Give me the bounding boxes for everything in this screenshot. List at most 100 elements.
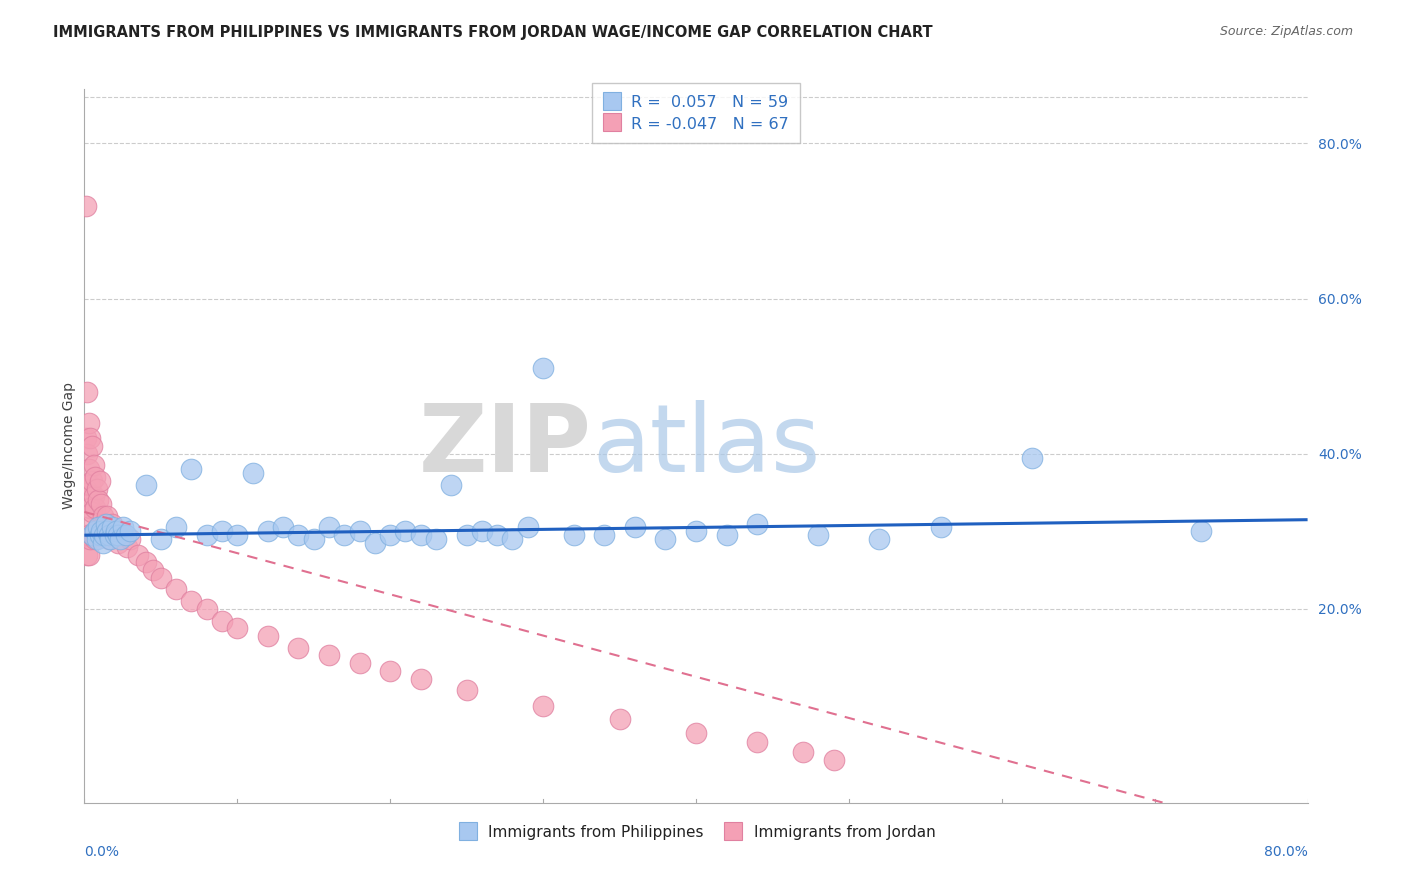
Text: ZIP: ZIP xyxy=(419,400,592,492)
Point xyxy=(456,683,478,698)
Point xyxy=(394,524,416,539)
Point xyxy=(111,520,134,534)
Point xyxy=(747,516,769,531)
Point xyxy=(76,520,98,534)
Point xyxy=(80,474,103,488)
Point xyxy=(195,602,218,616)
Point xyxy=(792,745,814,759)
Text: 0.0%: 0.0% xyxy=(84,846,120,860)
Point xyxy=(127,548,149,562)
Point xyxy=(84,532,107,546)
Point xyxy=(75,482,97,496)
Point xyxy=(135,477,157,491)
Point xyxy=(685,726,707,740)
Point xyxy=(685,524,707,539)
Point xyxy=(318,520,340,534)
Point xyxy=(90,497,112,511)
Point xyxy=(869,532,891,546)
Point xyxy=(593,528,616,542)
Point xyxy=(287,528,309,542)
Point xyxy=(104,524,127,539)
Point xyxy=(75,528,97,542)
Point xyxy=(107,536,129,550)
Point xyxy=(562,528,585,542)
Y-axis label: Wage/Income Gap: Wage/Income Gap xyxy=(62,383,76,509)
Point xyxy=(1189,524,1212,539)
Point xyxy=(716,528,738,542)
Point xyxy=(83,490,105,504)
Point xyxy=(77,462,100,476)
Point xyxy=(104,528,127,542)
Point xyxy=(91,508,114,523)
Point xyxy=(84,524,107,539)
Point xyxy=(76,447,98,461)
Point xyxy=(77,548,100,562)
Point xyxy=(226,528,249,542)
Point xyxy=(79,501,101,516)
Point xyxy=(79,532,101,546)
Point xyxy=(349,656,371,670)
Point xyxy=(257,524,280,539)
Point xyxy=(111,528,134,542)
Point xyxy=(211,614,233,628)
Point xyxy=(364,536,387,550)
Point xyxy=(409,528,432,542)
Point xyxy=(79,477,101,491)
Point xyxy=(226,621,249,635)
Legend: Immigrants from Philippines, Immigrants from Jordan: Immigrants from Philippines, Immigrants … xyxy=(450,819,942,847)
Text: IMMIGRANTS FROM PHILIPPINES VS IMMIGRANTS FROM JORDAN WAGE/INCOME GAP CORRELATIO: IMMIGRANTS FROM PHILIPPINES VS IMMIGRANT… xyxy=(53,25,934,40)
Point xyxy=(440,477,463,491)
Point xyxy=(409,672,432,686)
Point xyxy=(1021,450,1043,465)
Point xyxy=(83,528,105,542)
Point xyxy=(287,640,309,655)
Point xyxy=(76,548,98,562)
Point xyxy=(91,536,114,550)
Point xyxy=(77,528,100,542)
Point xyxy=(257,629,280,643)
Text: Source: ZipAtlas.com: Source: ZipAtlas.com xyxy=(1219,25,1353,38)
Point xyxy=(89,474,111,488)
Point xyxy=(75,198,97,212)
Point xyxy=(349,524,371,539)
Point xyxy=(180,462,202,476)
Point xyxy=(135,555,157,569)
Point xyxy=(83,458,105,473)
Point xyxy=(101,516,124,531)
Point xyxy=(165,582,187,597)
Point xyxy=(93,528,115,542)
Point xyxy=(108,532,131,546)
Point xyxy=(77,416,100,430)
Point xyxy=(502,532,524,546)
Point xyxy=(77,497,100,511)
Point xyxy=(120,524,142,539)
Point xyxy=(96,508,118,523)
Point xyxy=(456,528,478,542)
Point xyxy=(516,520,538,534)
Point xyxy=(471,524,494,539)
Point xyxy=(93,516,115,531)
Point xyxy=(380,528,402,542)
Point xyxy=(114,528,136,542)
Point xyxy=(180,594,202,608)
Point xyxy=(531,361,554,376)
Point xyxy=(89,528,111,542)
Point xyxy=(89,520,111,534)
Point xyxy=(929,520,952,534)
Point xyxy=(211,524,233,539)
Point xyxy=(609,712,631,726)
Point xyxy=(98,532,121,546)
Point xyxy=(624,520,647,534)
Point xyxy=(80,439,103,453)
Point xyxy=(531,698,554,713)
Point xyxy=(380,664,402,678)
Point xyxy=(86,528,108,542)
Point xyxy=(242,466,264,480)
Point xyxy=(80,528,103,542)
Point xyxy=(84,501,107,516)
Point xyxy=(115,540,138,554)
Point xyxy=(149,571,172,585)
Point xyxy=(76,384,98,399)
Point xyxy=(747,735,769,749)
Text: atlas: atlas xyxy=(592,400,820,492)
